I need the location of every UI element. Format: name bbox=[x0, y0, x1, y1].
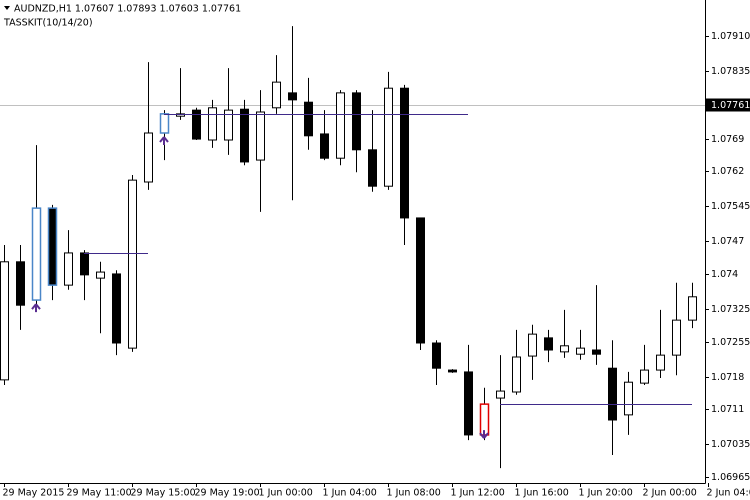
candle-body bbox=[352, 92, 361, 151]
candle-body bbox=[608, 367, 617, 421]
candle-body bbox=[368, 149, 377, 187]
candle-body bbox=[624, 381, 633, 416]
candle-body bbox=[96, 271, 105, 279]
candle-body bbox=[224, 109, 233, 141]
x-tick-label: 29 May 2015 bbox=[3, 488, 65, 499]
y-tick-label: 1.07910 bbox=[711, 31, 750, 42]
y-tick-label: 1.06965 bbox=[711, 472, 750, 483]
candle-body bbox=[112, 273, 121, 344]
candle-body bbox=[400, 87, 409, 219]
y-tick-label: 1.07545 bbox=[711, 201, 750, 212]
candle-body bbox=[176, 113, 185, 117]
chart-title: AUDNZD,H1 1.07607 1.07893 1.07603 1.0776… bbox=[14, 4, 241, 15]
candle-body bbox=[80, 252, 89, 276]
x-tick-label: 2 Jun 00:00 bbox=[643, 488, 697, 499]
indicator-label: TASSKIT(10/14/20) bbox=[3, 18, 93, 29]
last-price-label: 1.07761 bbox=[711, 100, 750, 111]
candle-body bbox=[512, 356, 521, 393]
x-tick-label: 1 Jun 16:00 bbox=[515, 488, 569, 499]
y-tick-label: 1.074 bbox=[711, 269, 738, 280]
y-tick-label: 1.0747 bbox=[711, 236, 744, 247]
y-tick-label: 1.0762 bbox=[711, 166, 744, 177]
candle-body bbox=[672, 319, 681, 356]
candle-body bbox=[144, 132, 153, 183]
x-tick-label: 1 Jun 12:00 bbox=[451, 488, 505, 499]
candle-body bbox=[464, 371, 473, 436]
y-tick-label: 1.0769 bbox=[711, 134, 744, 145]
candle-body bbox=[16, 261, 25, 306]
candle-body bbox=[159, 113, 170, 134]
x-tick-label: 1 Jun 08:00 bbox=[387, 488, 441, 499]
y-tick-label: 1.07835 bbox=[711, 66, 750, 77]
candle-body bbox=[496, 390, 505, 399]
candle-body bbox=[128, 179, 137, 349]
signal-arrow bbox=[31, 303, 41, 313]
x-tick-label: 29 May 19:00 bbox=[195, 488, 260, 499]
candle-body bbox=[320, 133, 329, 159]
candle-body bbox=[528, 333, 537, 357]
candle-body bbox=[576, 347, 585, 355]
menu-triangle[interactable] bbox=[4, 6, 10, 10]
candle-body bbox=[592, 349, 601, 355]
y-tick-label: 1.07255 bbox=[711, 337, 750, 348]
candle-body bbox=[64, 252, 73, 286]
candle-body bbox=[544, 337, 553, 351]
candle-body bbox=[0, 261, 9, 381]
signal-arrow bbox=[159, 136, 169, 145]
y-tick-label: 1.0718 bbox=[711, 372, 744, 383]
x-tick-label: 1 Jun 04:00 bbox=[323, 488, 377, 499]
candle-body bbox=[640, 369, 649, 384]
candle-body bbox=[448, 369, 457, 373]
candle-body bbox=[288, 92, 297, 101]
x-tick-label: 1 Jun 00:00 bbox=[259, 488, 313, 499]
signal-arrow bbox=[479, 430, 489, 439]
candle-body bbox=[47, 207, 58, 286]
candle-body bbox=[416, 217, 425, 344]
candle-body bbox=[240, 108, 249, 163]
x-tick-label: 1 Jun 20:00 bbox=[579, 488, 633, 499]
candle-body bbox=[256, 111, 265, 161]
candle-body bbox=[432, 342, 441, 369]
candle-body bbox=[192, 109, 201, 140]
candle-body bbox=[560, 345, 569, 353]
candle-body bbox=[31, 207, 42, 301]
x-tick-label: 29 May 11:00 bbox=[67, 488, 132, 499]
y-tick-label: 1.0711 bbox=[711, 404, 744, 415]
candle-body bbox=[656, 354, 665, 371]
candle-body bbox=[336, 92, 345, 159]
candle-body bbox=[208, 107, 217, 141]
candle-body bbox=[384, 87, 393, 187]
y-tick-label: 1.07035 bbox=[711, 439, 750, 450]
candle-body bbox=[272, 81, 281, 109]
x-tick-label: 29 May 15:00 bbox=[131, 488, 196, 499]
candle-body bbox=[304, 101, 313, 137]
last-price-box bbox=[706, 98, 750, 112]
candle-body bbox=[688, 296, 697, 321]
x-tick-label: 2 Jun 04:00 bbox=[707, 488, 750, 499]
y-tick-label: 1.07325 bbox=[711, 304, 750, 315]
